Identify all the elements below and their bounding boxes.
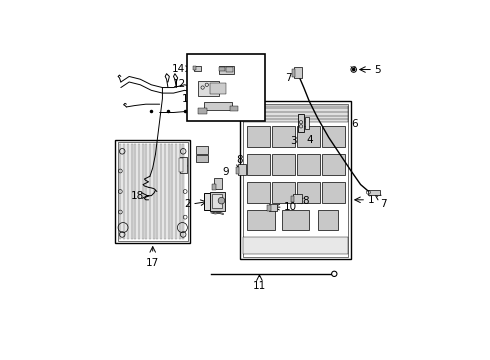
Bar: [247, 126, 270, 147]
Bar: [195, 66, 201, 71]
Bar: [294, 67, 302, 78]
Bar: [168, 144, 170, 239]
Bar: [291, 196, 294, 202]
Text: 10: 10: [284, 202, 297, 212]
Bar: [180, 157, 187, 174]
Bar: [115, 140, 190, 243]
Bar: [196, 146, 208, 154]
Bar: [243, 105, 348, 122]
Bar: [146, 144, 147, 239]
Bar: [134, 144, 136, 239]
Text: 14: 14: [172, 64, 185, 74]
Bar: [178, 144, 181, 239]
Text: 2: 2: [184, 199, 191, 209]
Bar: [127, 144, 129, 239]
Bar: [267, 205, 270, 211]
Text: 12: 12: [173, 79, 186, 89]
Bar: [305, 117, 309, 129]
Text: 3: 3: [290, 136, 297, 146]
Bar: [204, 193, 210, 210]
Bar: [187, 54, 265, 121]
Text: 8: 8: [302, 195, 309, 206]
Bar: [230, 106, 238, 111]
Bar: [240, 102, 351, 260]
Bar: [210, 192, 225, 211]
Circle shape: [218, 197, 225, 204]
Text: 15: 15: [242, 62, 255, 72]
Bar: [118, 143, 188, 240]
Text: 5: 5: [374, 64, 381, 75]
Bar: [293, 194, 302, 203]
Text: 11: 11: [253, 281, 266, 291]
Bar: [198, 81, 219, 96]
Bar: [210, 84, 226, 94]
Bar: [175, 144, 177, 239]
Bar: [153, 144, 155, 239]
Bar: [156, 144, 158, 239]
Text: 18: 18: [131, 191, 144, 201]
Bar: [272, 126, 294, 147]
Bar: [138, 144, 140, 239]
Bar: [247, 182, 270, 203]
Bar: [120, 144, 122, 239]
Text: 9: 9: [222, 167, 229, 177]
Bar: [298, 114, 304, 132]
Bar: [272, 182, 294, 203]
Bar: [171, 144, 173, 239]
Bar: [142, 144, 144, 239]
Bar: [123, 144, 125, 239]
Text: 8: 8: [236, 155, 243, 165]
Bar: [219, 67, 225, 71]
Bar: [368, 190, 380, 195]
Circle shape: [333, 273, 336, 275]
Bar: [322, 154, 344, 175]
Bar: [243, 237, 348, 254]
Text: 13: 13: [182, 94, 195, 104]
Bar: [182, 144, 184, 239]
Bar: [198, 108, 207, 114]
Bar: [179, 158, 183, 172]
Circle shape: [353, 68, 355, 71]
Text: 16: 16: [223, 105, 236, 115]
Text: 1: 1: [368, 195, 374, 205]
Bar: [297, 126, 319, 147]
Bar: [212, 184, 216, 190]
Bar: [318, 210, 339, 230]
Bar: [247, 210, 275, 230]
Bar: [282, 210, 309, 230]
Bar: [297, 182, 319, 203]
Bar: [322, 126, 344, 147]
Bar: [196, 156, 208, 162]
Bar: [226, 67, 233, 72]
Bar: [160, 144, 162, 239]
Bar: [272, 154, 294, 175]
Bar: [238, 164, 246, 175]
Bar: [219, 66, 235, 74]
Circle shape: [332, 271, 337, 276]
Bar: [130, 144, 133, 239]
Bar: [214, 178, 222, 189]
Bar: [204, 102, 232, 110]
Bar: [164, 144, 166, 239]
Bar: [269, 204, 277, 211]
Text: 7: 7: [381, 199, 387, 209]
Bar: [247, 154, 270, 175]
Text: 7: 7: [285, 73, 292, 83]
Bar: [243, 104, 348, 257]
Bar: [236, 167, 240, 174]
Text: 4: 4: [307, 135, 313, 145]
Bar: [212, 194, 222, 208]
Text: 17: 17: [146, 258, 159, 268]
Bar: [297, 154, 319, 175]
Bar: [322, 182, 344, 203]
Bar: [193, 67, 196, 70]
Bar: [149, 144, 151, 239]
Text: 6: 6: [352, 118, 358, 129]
Bar: [292, 69, 295, 77]
